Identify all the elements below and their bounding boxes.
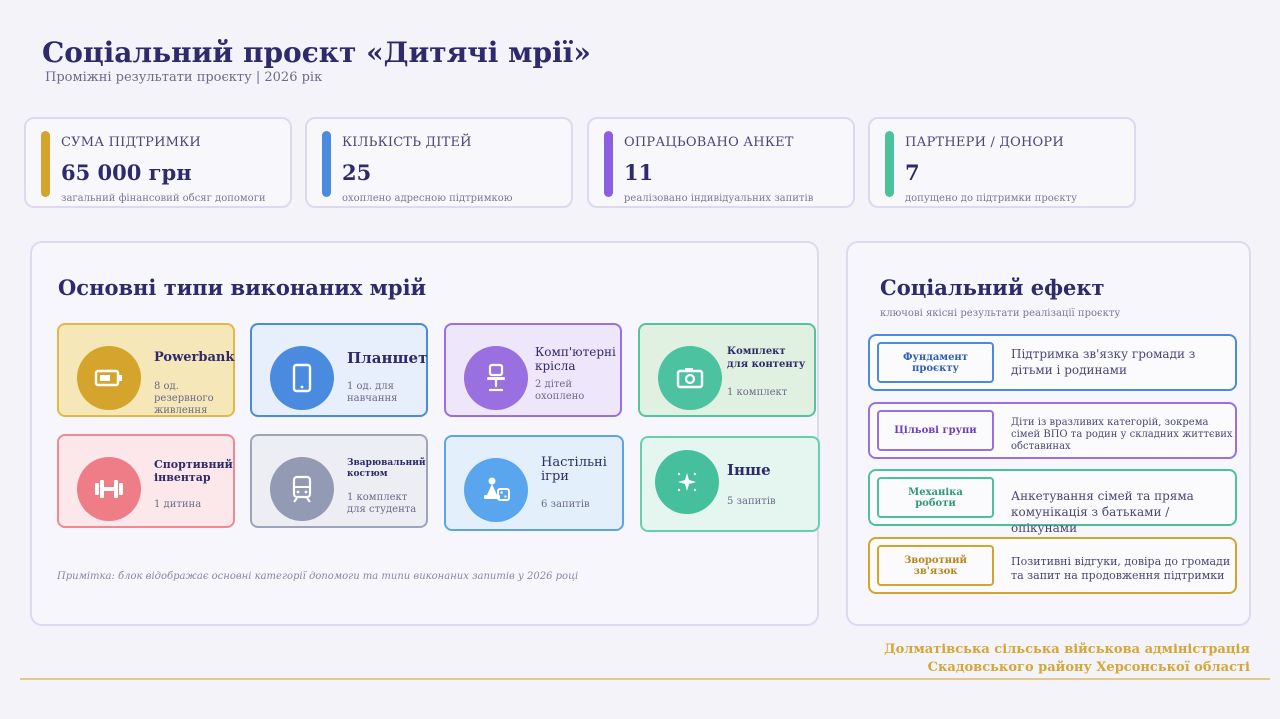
dream-card-tablet: Планшет 1 од. для навчання	[250, 323, 428, 417]
stat-desc: допущено до підтримки проєкту	[905, 193, 1078, 204]
footer-org: Долматівська сільська військова адмініст…	[884, 641, 1250, 677]
effect-text: Позитивні відгуки, довіра до громади та …	[1011, 555, 1231, 582]
stat-desc: загальний фінансовий обсяг допомоги	[61, 193, 266, 204]
stat-value: 25	[342, 160, 372, 185]
effect-title: Соціальний ефект	[880, 275, 1105, 300]
effect-tag: Механіка роботи	[877, 477, 994, 518]
sparkle-icon	[655, 450, 719, 514]
train-icon	[270, 457, 334, 521]
dream-card-powerbank: Powerbank 8 од. резервного живлення	[57, 323, 235, 417]
effect-tag: Зворотний зв'язок	[877, 545, 994, 586]
stat-label: ПАРТНЕРИ / ДОНОРИ	[905, 135, 1064, 150]
stat-accent-bar	[604, 131, 613, 197]
effect-tag: Фундамент проєкту	[877, 342, 994, 383]
effect-text: Анкетування сімей та пряма комунікація з…	[1011, 489, 1194, 535]
dream-card-content-kit: Комплект для контенту 1 комплект	[638, 323, 816, 417]
footer-line-1: Долматівська сільська військова адмініст…	[884, 642, 1250, 657]
effect-item-mechanics: Механіка роботи Анкетування сімей та пря…	[868, 469, 1237, 535]
dream-card-title: Комп'ютерні крісла	[535, 345, 616, 373]
page-subtitle: Проміжні результати проєкту | 2026 рік	[45, 70, 323, 85]
dreams-title: Основні типи виконаних мрій	[58, 275, 427, 300]
dream-card-desc: 1 комплект для студента	[347, 492, 417, 515]
dream-card-welding-suit: Зварювальний костюм 1 комплект для студе…	[250, 434, 428, 528]
dreams-note: Примітка: блок відображає основні катего…	[57, 571, 579, 582]
battery-icon	[77, 346, 141, 410]
dream-card-title: Настільні ігри	[541, 455, 607, 484]
stat-accent-bar	[885, 131, 894, 197]
stat-value: 65 000 грн	[61, 160, 192, 185]
dumbbell-icon	[77, 457, 141, 521]
dream-card-desc: 6 запитів	[541, 499, 590, 510]
stat-label: СУМА ПІДТРИМКИ	[61, 135, 201, 150]
dream-card-title: Планшет	[347, 349, 428, 367]
footer-line-2: Скадовського району Херсонської області	[927, 660, 1250, 675]
stat-accent-bar	[322, 131, 331, 197]
dream-card-title: Powerbank	[154, 350, 235, 365]
dream-card-board-games: Настільні ігри 6 запитів	[444, 435, 624, 531]
dream-card-desc: 1 од. для навчання	[347, 381, 398, 404]
stat-accent-bar	[41, 131, 50, 197]
effect-item-foundation: Фундамент проєкту Підтримка зв'язку гром…	[868, 334, 1237, 391]
stat-label: ОПРАЦЬОВАНО АНКЕТ	[624, 135, 794, 150]
camera-icon	[658, 346, 722, 410]
effect-item-target-groups: Цільові групи Діти із вразливих категорі…	[868, 402, 1237, 459]
dream-card-desc: 1 дитина	[154, 499, 202, 510]
dream-card-sport: Спортивний інвентар 1 дитина	[57, 434, 235, 528]
effect-tag: Цільові групи	[877, 410, 994, 451]
tablet-icon	[270, 346, 334, 410]
effect-text: Підтримка зв'язку громади з дітьми і род…	[1011, 347, 1196, 377]
footer-divider	[20, 678, 1270, 680]
dream-card-other: Інше 5 запитів	[640, 436, 820, 532]
dream-card-desc: 8 од. резервного живлення	[154, 381, 214, 416]
stat-value: 11	[624, 160, 654, 185]
dream-card-title: Зварювальний костюм	[347, 458, 426, 479]
dream-card-desc: 5 запитів	[727, 496, 776, 507]
stat-card-children: КІЛЬКІСТЬ ДІТЕЙ 25 охоплено адресною під…	[305, 117, 573, 208]
stat-card-forms: ОПРАЦЬОВАНО АНКЕТ 11 реалізовано індивід…	[587, 117, 855, 208]
dream-card-title: Інше	[727, 461, 771, 479]
stat-card-partners: ПАРТНЕРИ / ДОНОРИ 7 допущено до підтримк…	[868, 117, 1136, 208]
dream-card-title: Спортивний інвентар	[154, 458, 233, 484]
dream-card-chairs: Комп'ютерні крісла 2 дітей охоплено	[444, 323, 622, 417]
stat-label: КІЛЬКІСТЬ ДІТЕЙ	[342, 135, 472, 150]
dream-card-desc: 1 комплект	[727, 387, 788, 398]
effect-subtitle: ключові якісні результати реалізації про…	[880, 308, 1121, 319]
effect-item-feedback: Зворотний зв'язок Позитивні відгуки, дов…	[868, 537, 1237, 594]
effect-text: Діти із вразливих категорій, зокрема сім…	[1011, 417, 1233, 452]
dream-card-desc: 2 дітей охоплено	[535, 379, 585, 402]
stat-desc: охоплено адресною підтримкою	[342, 193, 513, 204]
game-icon	[464, 458, 528, 522]
dreams-panel: Основні типи виконаних мрій	[30, 241, 819, 626]
stat-desc: реалізовано індивідуальних запитів	[624, 193, 814, 204]
dream-card-title: Комплект для контенту	[727, 346, 806, 370]
stat-card-support: СУМА ПІДТРИМКИ 65 000 грн загальний фіна…	[24, 117, 292, 208]
stat-value: 7	[905, 160, 920, 185]
chair-icon	[464, 346, 528, 410]
page-title: Соціальний проєкт «Дитячі мрії»	[42, 36, 591, 69]
